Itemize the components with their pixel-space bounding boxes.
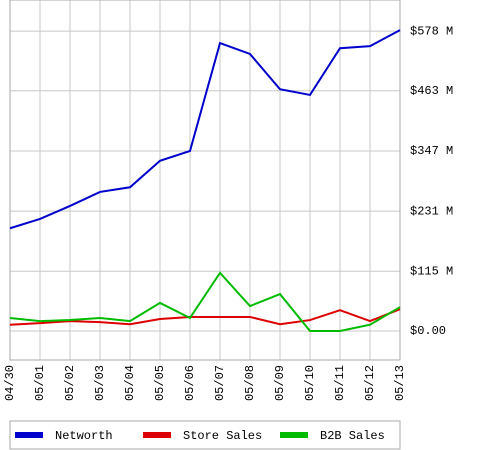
y-tick-label: $231 M xyxy=(410,204,453,218)
x-tick-label: 05/07 xyxy=(213,365,227,401)
x-tick-label: 05/06 xyxy=(183,365,197,401)
legend-label: B2B Sales xyxy=(320,429,385,443)
series-line xyxy=(9,308,401,326)
legend-label: Networth xyxy=(55,429,113,443)
series-line xyxy=(9,29,401,230)
legend-label: Store Sales xyxy=(183,429,262,443)
y-tick-label: $0.00 xyxy=(410,324,446,338)
x-tick-label: 05/02 xyxy=(63,365,77,401)
legend-swatch xyxy=(143,432,171,438)
legend-swatch xyxy=(15,432,43,438)
x-tick-label: 05/01 xyxy=(33,365,47,401)
x-tick-label: 05/11 xyxy=(333,365,347,401)
y-tick-label: $115 M xyxy=(410,264,453,278)
legend-swatch xyxy=(280,432,308,438)
x-tick-label: 04/30 xyxy=(3,365,17,401)
series-line xyxy=(9,271,401,332)
x-tick-label: 05/08 xyxy=(243,365,257,401)
plot-border xyxy=(9,0,401,361)
legend-box xyxy=(9,420,401,450)
x-tick-label: 05/09 xyxy=(273,365,287,401)
x-tick-label: 05/05 xyxy=(153,365,167,401)
x-tick-label: 05/04 xyxy=(123,365,137,401)
y-tick-label: $347 M xyxy=(410,144,453,158)
x-tick-label: 05/12 xyxy=(363,365,377,401)
y-tick-label: $578 M xyxy=(410,24,453,38)
x-tick-label: 05/03 xyxy=(93,365,107,401)
x-tick-label: 05/13 xyxy=(393,365,407,401)
y-tick-label: $463 M xyxy=(410,84,453,98)
x-tick-label: 05/10 xyxy=(303,365,317,401)
